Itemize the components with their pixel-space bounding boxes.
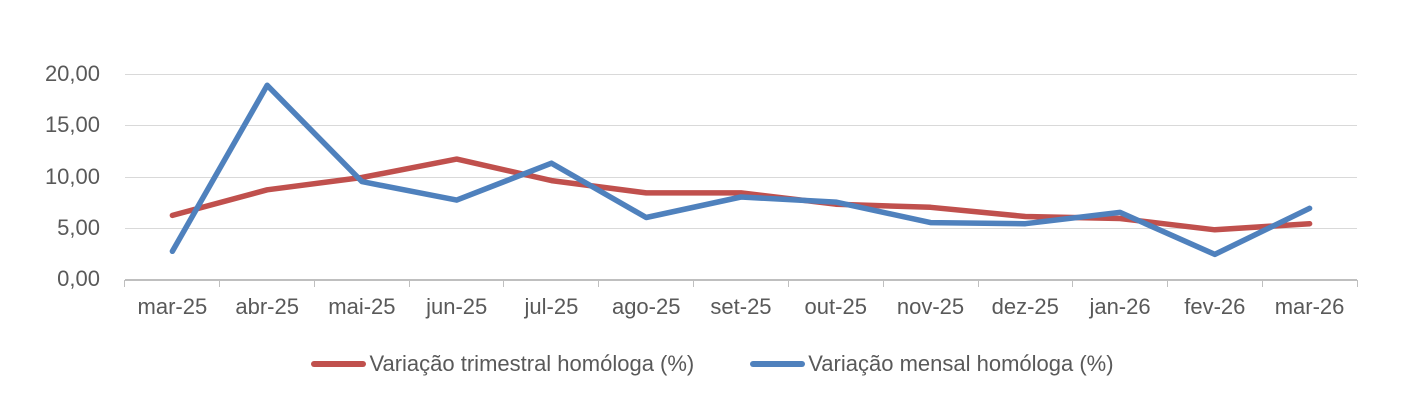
axis-tick: [977, 280, 979, 287]
x-axis-label: mai-25: [328, 294, 396, 319]
legend-item-trimestral: Variação trimestral homóloga (%): [311, 351, 694, 377]
axis-tick: [787, 280, 789, 287]
axis-tick: [693, 280, 695, 287]
axis-tick: [313, 280, 315, 287]
x-axis-label: jun-25: [426, 294, 488, 319]
y-axis-label: 10,00: [44, 164, 100, 189]
x-axis-label: fev-26: [1184, 294, 1246, 319]
y-axis-label: 5,00: [57, 215, 100, 240]
axis-tick: [882, 280, 884, 287]
plot-area: [125, 74, 1357, 281]
x-axis-label: out-25: [804, 294, 867, 319]
x-axis-label: mar-26: [1274, 294, 1345, 319]
y-axis-label: 0,00: [57, 266, 100, 291]
x-axis-label: jul-25: [524, 294, 579, 319]
gridline: [125, 74, 1357, 75]
gridline: [125, 176, 1357, 178]
axis-tick: [598, 280, 600, 287]
legend-line-swatch-red: [311, 361, 367, 367]
x-axis-label: abr-25: [235, 294, 299, 319]
y-axis-label: 15,00: [44, 112, 100, 137]
legend-line-swatch-blue: [750, 361, 806, 367]
x-axis-label: jan-26: [1089, 294, 1151, 319]
axis-tick: [1167, 280, 1169, 287]
axis-tick: [1356, 280, 1358, 287]
x-axis-label: ago-25: [611, 294, 681, 319]
legend-label: Variação trimestral homóloga (%): [369, 351, 695, 376]
gridline: [125, 125, 1357, 127]
axis-tick: [218, 280, 220, 287]
axis-tick: [1072, 280, 1074, 287]
legend: Variação trimestral homóloga (%) Variaçã…: [0, 349, 1425, 379]
x-axis-label: set-25: [710, 294, 772, 319]
axis-tick: [503, 280, 505, 287]
axis-tick: [1262, 280, 1264, 287]
x-axis-label: nov-25: [896, 294, 965, 319]
x-axis-labels: mar-25 abr-25 mai-25 jun-25 jul-25 ago-2…: [125, 293, 1357, 321]
legend-label: Variação mensal homóloga (%): [808, 351, 1114, 376]
x-axis-label: mar-25: [137, 294, 208, 319]
y-axis-label: 20,00: [44, 61, 100, 86]
legend-item-mensal: Variação mensal homóloga (%): [750, 351, 1114, 377]
axis-tick: [124, 280, 125, 287]
x-axis-ticks: [124, 280, 1358, 287]
axis-tick: [408, 280, 410, 287]
gridline: [125, 227, 1357, 229]
x-axis-label: dez-25: [991, 294, 1059, 319]
